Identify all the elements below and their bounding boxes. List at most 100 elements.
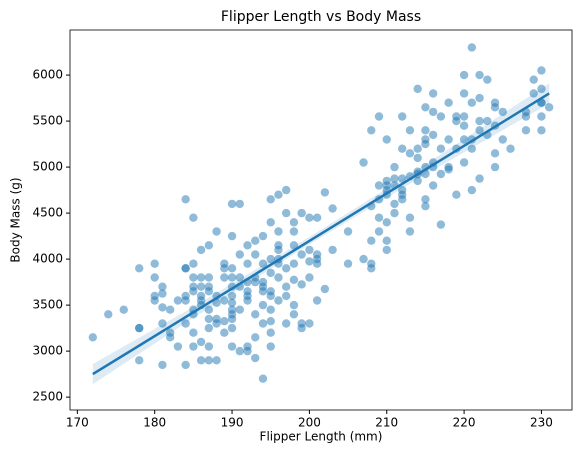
- data-point: [135, 356, 144, 365]
- data-point: [413, 84, 422, 94]
- data-point: [475, 126, 484, 135]
- data-point: [289, 218, 299, 227]
- data-point: [196, 291, 206, 301]
- data-point: [467, 43, 477, 52]
- data-point: [189, 342, 198, 351]
- data-point: [235, 346, 244, 356]
- data-point: [266, 218, 275, 227]
- data-point: [235, 250, 244, 259]
- data-point: [289, 241, 299, 250]
- data-point: [374, 181, 384, 190]
- data-point: [227, 291, 237, 301]
- data-point: [343, 259, 353, 268]
- data-point: [258, 277, 268, 287]
- data-point: [289, 275, 299, 285]
- data-point: [367, 126, 376, 135]
- data-point: [328, 204, 337, 213]
- data-point: [150, 273, 159, 282]
- data-point: [483, 116, 492, 126]
- data-point: [498, 135, 507, 144]
- data-point: [537, 126, 546, 135]
- data-point: [274, 296, 283, 305]
- data-point: [173, 296, 183, 305]
- data-point: [537, 84, 546, 94]
- data-point: [421, 201, 430, 211]
- data-point: [158, 319, 167, 328]
- data-point: [289, 227, 299, 236]
- data-point: [243, 241, 252, 250]
- data-point: [421, 195, 430, 204]
- data-point: [158, 303, 167, 312]
- x-tick-label: 220: [453, 416, 476, 430]
- data-point: [212, 227, 221, 236]
- data-point: [251, 310, 260, 319]
- data-point: [305, 245, 314, 255]
- data-point: [506, 144, 515, 153]
- data-point: [88, 333, 98, 342]
- data-point: [243, 259, 252, 268]
- data-point: [266, 305, 275, 314]
- data-point: [212, 356, 221, 365]
- data-point: [459, 70, 469, 80]
- data-point: [475, 116, 484, 126]
- data-point: [189, 287, 198, 296]
- data-point: [266, 268, 275, 278]
- data-point: [258, 287, 268, 296]
- data-point: [196, 245, 206, 255]
- data-point: [390, 208, 399, 218]
- data-point: [305, 257, 314, 266]
- data-point: [266, 291, 275, 301]
- data-point: [235, 199, 244, 209]
- y-tick-label: 2500: [32, 390, 63, 404]
- x-tick-label: 200: [298, 416, 321, 430]
- y-tick-label: 3000: [32, 344, 63, 358]
- data-point: [529, 75, 538, 84]
- data-point: [104, 310, 113, 319]
- data-point: [258, 259, 268, 268]
- data-point: [421, 139, 430, 149]
- data-point: [428, 181, 438, 190]
- data-point: [297, 250, 306, 259]
- data-point: [452, 112, 461, 121]
- data-point: [421, 103, 430, 112]
- data-point: [312, 250, 322, 259]
- data-point: [320, 188, 330, 197]
- data-point: [312, 259, 322, 268]
- data-point: [544, 103, 554, 112]
- x-tick-label: 210: [375, 416, 398, 430]
- data-point: [220, 296, 229, 305]
- y-tick-label: 6000: [32, 68, 63, 82]
- data-point: [320, 284, 330, 294]
- data-point: [490, 98, 500, 107]
- data-point: [227, 273, 237, 282]
- data-point: [227, 342, 237, 351]
- data-point: [204, 282, 214, 291]
- data-point: [281, 319, 291, 328]
- data-point: [390, 162, 399, 172]
- data-point: [266, 342, 275, 351]
- data-point: [367, 264, 376, 273]
- data-point: [212, 314, 221, 324]
- data-point: [382, 135, 391, 144]
- data-point: [428, 107, 438, 117]
- data-point: [405, 213, 415, 222]
- data-point: [204, 356, 214, 365]
- data-point: [189, 213, 198, 222]
- data-point: [281, 264, 291, 273]
- x-tick-label: 180: [143, 416, 166, 430]
- data-point: [204, 342, 214, 351]
- data-point: [227, 298, 237, 308]
- data-point: [405, 149, 415, 158]
- y-tick-label: 5500: [32, 114, 63, 128]
- data-point: [266, 254, 275, 264]
- data-point: [158, 289, 167, 298]
- data-point: [181, 291, 190, 301]
- data-point: [165, 333, 175, 342]
- data-point: [312, 213, 322, 222]
- data-point: [196, 273, 206, 282]
- data-point: [382, 236, 391, 245]
- regression-line: [92, 92, 550, 376]
- data-point: [367, 236, 376, 245]
- data-point: [266, 317, 275, 326]
